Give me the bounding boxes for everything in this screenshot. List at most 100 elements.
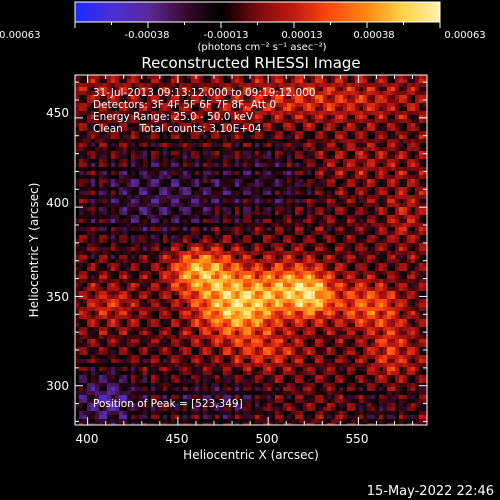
heatmap-cell bbox=[83, 115, 88, 120]
heatmap-cell bbox=[211, 379, 216, 384]
heatmap-cell bbox=[143, 203, 148, 208]
heatmap-cell bbox=[87, 211, 92, 216]
heatmap-cell bbox=[243, 367, 248, 372]
heatmap-cell bbox=[139, 303, 144, 308]
heatmap-cell bbox=[119, 175, 124, 180]
heatmap-cell bbox=[239, 235, 244, 240]
heatmap-cell bbox=[119, 199, 124, 204]
heatmap-cell bbox=[207, 87, 212, 92]
heatmap-cell bbox=[107, 215, 112, 220]
heatmap-cell bbox=[167, 75, 172, 80]
heatmap-cell bbox=[175, 99, 180, 104]
heatmap-cell bbox=[223, 327, 228, 332]
heatmap-cell bbox=[167, 211, 172, 216]
heatmap-cell bbox=[171, 371, 176, 376]
heatmap-cell bbox=[291, 315, 296, 320]
heatmap-cell bbox=[171, 339, 176, 344]
heatmap-cell bbox=[239, 323, 244, 328]
heatmap-cell bbox=[295, 259, 300, 264]
heatmap-cell bbox=[219, 99, 224, 104]
heatmap-cell bbox=[139, 263, 144, 268]
heatmap-cell bbox=[207, 251, 212, 256]
heatmap-cell bbox=[107, 91, 112, 96]
heatmap-cell bbox=[155, 259, 160, 264]
heatmap-cell bbox=[151, 259, 156, 264]
heatmap-cell bbox=[103, 243, 108, 248]
heatmap-cell bbox=[299, 207, 304, 212]
heatmap-cell bbox=[195, 163, 200, 168]
heatmap-cell bbox=[259, 139, 264, 144]
heatmap-cell bbox=[115, 171, 120, 176]
heatmap-cell bbox=[115, 335, 120, 340]
heatmap-cell bbox=[95, 367, 100, 372]
heatmap-cell bbox=[103, 399, 108, 404]
heatmap-cell bbox=[75, 371, 80, 376]
heatmap-cell bbox=[283, 99, 288, 104]
heatmap-cell bbox=[199, 131, 204, 136]
heatmap-cell bbox=[239, 279, 244, 284]
heatmap-cell bbox=[263, 267, 268, 272]
heatmap-cell bbox=[159, 267, 164, 272]
heatmap-cell bbox=[119, 383, 124, 388]
heatmap-cell bbox=[207, 115, 212, 120]
heatmap-cell bbox=[171, 107, 176, 112]
heatmap-cell bbox=[95, 323, 100, 328]
heatmap-cell bbox=[239, 219, 244, 224]
heatmap-cell bbox=[191, 323, 196, 328]
heatmap-cell bbox=[79, 99, 84, 104]
heatmap-cell bbox=[275, 223, 280, 228]
heatmap-cell bbox=[127, 307, 132, 312]
heatmap-cell bbox=[243, 155, 248, 160]
heatmap-cell bbox=[179, 307, 184, 312]
heatmap-cell bbox=[191, 215, 196, 220]
heatmap-cell bbox=[179, 199, 184, 204]
heatmap-cell bbox=[179, 239, 184, 244]
heatmap-cell bbox=[243, 375, 248, 380]
heatmap-cell bbox=[191, 227, 196, 232]
heatmap-cell bbox=[87, 387, 92, 392]
heatmap-cell bbox=[191, 219, 196, 224]
heatmap-cell bbox=[99, 119, 104, 124]
heatmap-cell bbox=[287, 423, 292, 425]
heatmap-cell bbox=[235, 159, 240, 164]
heatmap-cell bbox=[159, 183, 164, 188]
heatmap-cell bbox=[247, 375, 252, 380]
heatmap-cell bbox=[135, 111, 140, 116]
heatmap-cell bbox=[143, 331, 148, 336]
heatmap-cell bbox=[175, 335, 180, 340]
heatmap-cell bbox=[179, 163, 184, 168]
heatmap-cell bbox=[95, 423, 100, 425]
heatmap-cell bbox=[299, 151, 304, 156]
heatmap-cell bbox=[271, 303, 276, 308]
heatmap-cell bbox=[271, 211, 276, 216]
heatmap-cell bbox=[223, 207, 228, 212]
heatmap-cell bbox=[115, 251, 120, 256]
heatmap-cell bbox=[247, 355, 252, 360]
heatmap-cell bbox=[239, 367, 244, 372]
heatmap-cell bbox=[191, 243, 196, 248]
heatmap-cell bbox=[147, 291, 152, 296]
heatmap-cell bbox=[219, 395, 224, 400]
heatmap-cell bbox=[91, 311, 96, 316]
heatmap-cell bbox=[271, 259, 276, 264]
heatmap-cell bbox=[79, 287, 84, 292]
heatmap-cell bbox=[259, 195, 264, 200]
heatmap-cell bbox=[283, 103, 288, 108]
heatmap-cell bbox=[255, 415, 260, 420]
heatmap-cell bbox=[247, 175, 252, 180]
heatmap-cell bbox=[263, 139, 268, 144]
heatmap-cell bbox=[143, 79, 148, 84]
heatmap-cell bbox=[251, 187, 256, 192]
heatmap-cell bbox=[291, 227, 296, 232]
heatmap-cell bbox=[99, 335, 104, 340]
heatmap-cell bbox=[191, 423, 196, 425]
heatmap-cell bbox=[227, 343, 232, 348]
heatmap-cell bbox=[243, 319, 248, 324]
heatmap-cell bbox=[147, 115, 152, 120]
heatmap-cell bbox=[227, 355, 232, 360]
heatmap-cell bbox=[79, 327, 84, 332]
heatmap-cell bbox=[255, 175, 260, 180]
heatmap-cell bbox=[107, 391, 112, 396]
heatmap-cell bbox=[115, 159, 120, 164]
heatmap-cell bbox=[123, 227, 128, 232]
